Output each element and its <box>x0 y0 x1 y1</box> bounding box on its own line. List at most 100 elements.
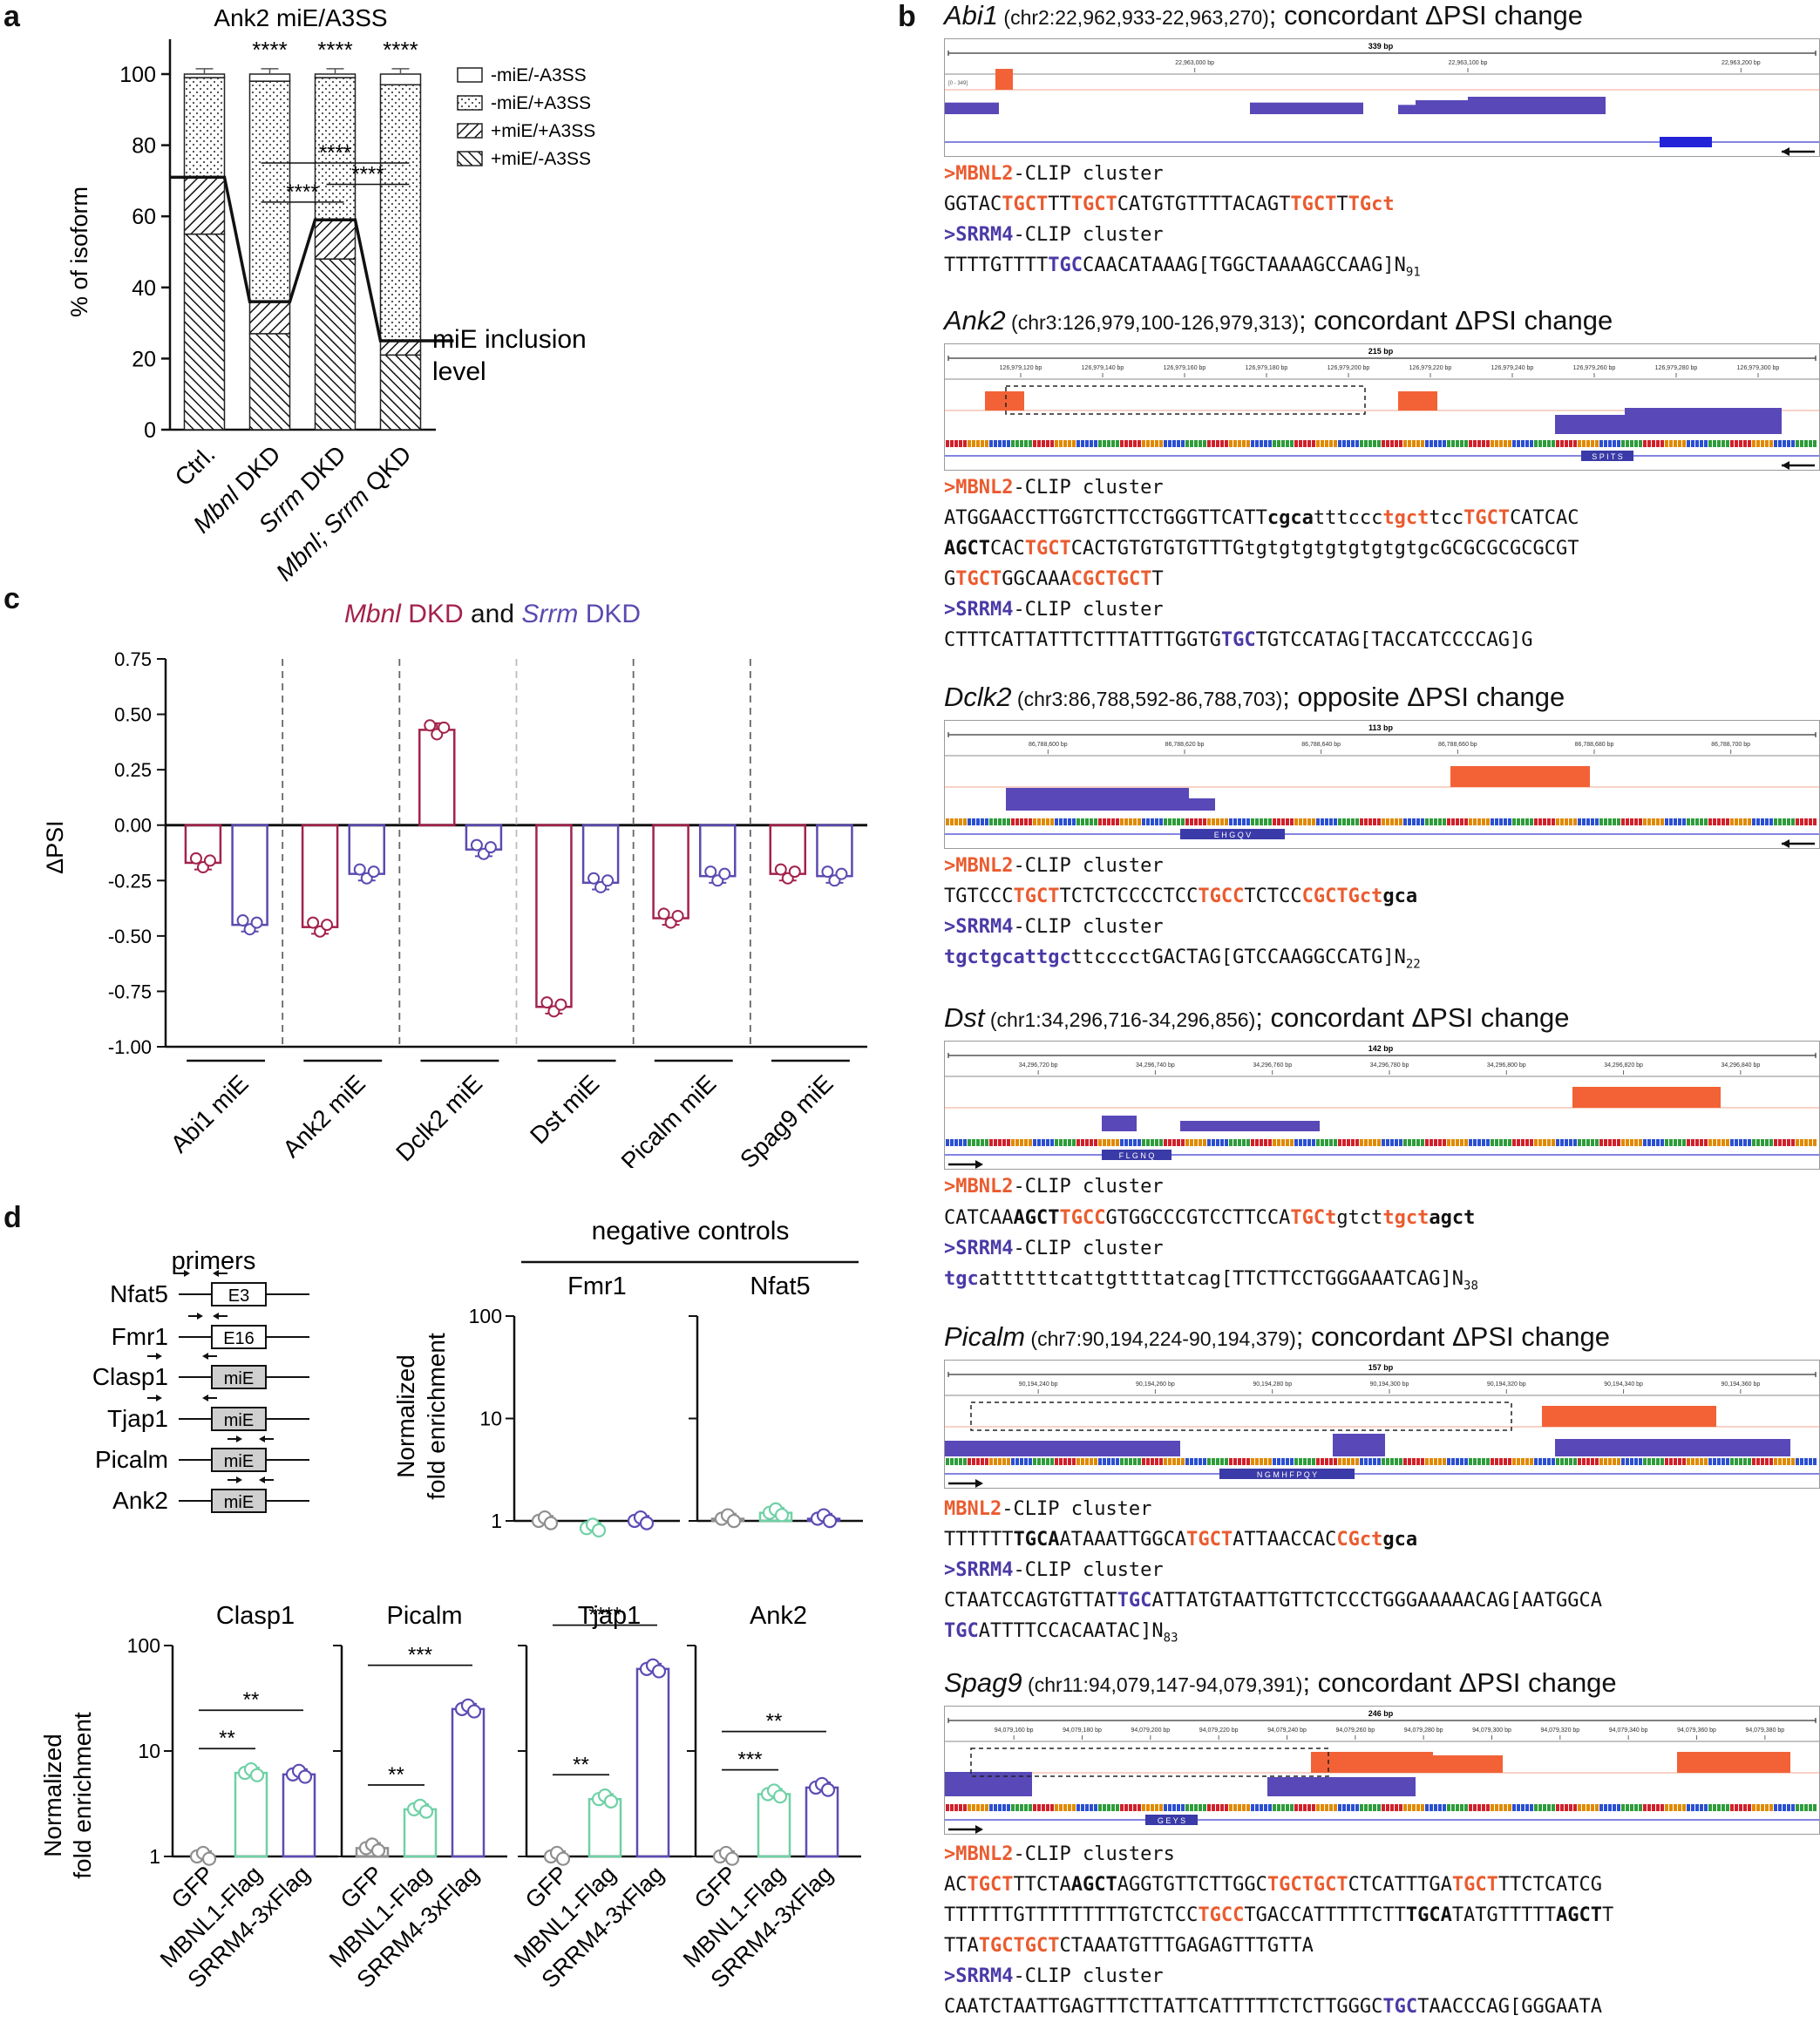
nucleotide <box>1656 818 1660 825</box>
nucleotide <box>1796 440 1799 447</box>
nucleotide <box>1382 1804 1385 1811</box>
nucleotide <box>1290 818 1294 825</box>
bar-segment--miE/+A3SS <box>248 80 291 302</box>
data-point <box>353 863 366 876</box>
ruler-tick-label: 22,963,000 bp <box>1175 60 1214 66</box>
ruler-tick-label: 126,979,240 bp <box>1491 365 1534 371</box>
legend-label: -miE/-A3SS <box>491 65 587 85</box>
legend-swatch <box>457 95 483 111</box>
abi1-mbnl-header: >MBNL2-CLIP cluster <box>944 163 1164 185</box>
nucleotide <box>1499 1458 1503 1465</box>
nucleotide <box>1129 818 1132 825</box>
nucleotide <box>1321 1804 1324 1811</box>
nucleotide <box>1569 1804 1572 1811</box>
nucleotide <box>1796 818 1799 825</box>
nucleotide <box>1726 1458 1729 1465</box>
nucleotide <box>959 1804 962 1811</box>
nucleotide <box>1124 440 1128 447</box>
nucleotide <box>1565 818 1568 825</box>
data-point <box>543 1516 559 1530</box>
bar-SRRM4-3xFlag <box>805 1786 839 1858</box>
data-point <box>788 865 801 879</box>
nucleotide <box>1015 818 1019 825</box>
data-point <box>470 838 483 852</box>
nucleotide <box>1094 440 1097 447</box>
nucleotide <box>963 1458 967 1465</box>
nucleotide <box>1255 1804 1259 1811</box>
nucleotide <box>1469 1458 1472 1465</box>
nucleotide <box>1268 818 1272 825</box>
nucleotide <box>1774 440 1777 447</box>
nucleotide <box>1761 1458 1764 1465</box>
bracket-stars: **** <box>319 141 351 165</box>
exon-label: miE <box>224 1411 254 1430</box>
nucleotide <box>1168 1804 1171 1811</box>
ank2-genome-track: 215 bp 126,979,120 bp 126,979,140 bp 126,97… <box>944 343 1820 471</box>
nucleotide <box>954 440 958 447</box>
strand-arrowhead <box>1782 147 1789 156</box>
picalm-srrm-sequence-2: TGCATTTTCCACAATAC]N83 <box>944 1620 1178 1646</box>
nucleotide <box>1652 1804 1655 1811</box>
nucleotide <box>1495 1804 1498 1811</box>
nucleotide <box>946 1804 949 1811</box>
ruler-tick-label: 90,194,340 bp <box>1604 1381 1643 1388</box>
y-axis-label: Normalized <box>392 1354 419 1478</box>
nucleotide <box>1813 1139 1817 1146</box>
bar-Mbnl DKD <box>652 824 689 920</box>
nucleotide <box>1264 1139 1267 1146</box>
nucleotide <box>1068 1139 1071 1146</box>
nucleotide <box>1543 1458 1546 1465</box>
nucleotide <box>963 1139 967 1146</box>
nucleotide <box>1382 1458 1385 1465</box>
nucleotide <box>1739 1804 1742 1811</box>
nucleotide <box>1613 818 1616 825</box>
nucleotide <box>1660 1804 1664 1811</box>
srrm4-clip-peak <box>1625 408 1782 434</box>
nucleotide <box>1491 440 1494 447</box>
chart-title: Mbnl DKD and Srrm DKD <box>344 600 641 628</box>
nucleotide <box>1325 440 1328 447</box>
nucleotide <box>1569 818 1572 825</box>
nucleotide <box>1316 440 1320 447</box>
nucleotide <box>1617 440 1620 447</box>
nucleotide <box>946 1139 949 1146</box>
nucleotide <box>1281 1458 1285 1465</box>
nucleotide <box>1321 1139 1324 1146</box>
data-point <box>201 1851 217 1866</box>
legend-label: +miE/-A3SS <box>491 149 591 169</box>
nucleotide <box>1687 818 1690 825</box>
nucleotide <box>1111 1458 1115 1465</box>
nucleotide <box>1399 440 1402 447</box>
nucleotide <box>981 1458 984 1465</box>
nucleotide <box>1704 1458 1708 1465</box>
nucleotide <box>1674 1139 1677 1146</box>
strand-arrowhead <box>975 1479 983 1488</box>
nucleotide <box>968 1139 971 1146</box>
nucleotide <box>1220 1458 1224 1465</box>
nucleotide <box>1002 1458 1006 1465</box>
bar-Srrm DKD <box>699 824 737 878</box>
nucleotide <box>1774 818 1777 825</box>
picalm-srrm-header: >SRRM4-CLIP cluster <box>944 1559 1164 1581</box>
nucleotide <box>1525 1139 1529 1146</box>
nucleotide <box>1582 818 1586 825</box>
dclk2-srrm-sequence: tgctgcattgcttcccctGACTAG[GTCCAAGGCCATG]N… <box>944 947 1421 972</box>
data-point <box>704 865 717 879</box>
nucleotide <box>1595 1139 1599 1146</box>
data-point <box>591 1523 607 1538</box>
nucleotide <box>954 1139 958 1146</box>
nucleotide <box>994 1458 997 1465</box>
nucleotide <box>1094 1804 1097 1811</box>
title-and: and <box>464 600 522 628</box>
nucleotide <box>1312 1139 1315 1146</box>
nucleotide <box>1464 440 1468 447</box>
nucleotide <box>1630 818 1633 825</box>
bar-segment--miE/-A3SS <box>379 73 422 85</box>
nucleotide <box>1608 818 1612 825</box>
nucleotide <box>1303 1804 1307 1811</box>
nucleotide <box>1151 818 1154 825</box>
nucleotide <box>1050 1804 1054 1811</box>
nucleotide <box>1682 440 1686 447</box>
nucleotide <box>1360 1458 1363 1465</box>
nucleotide <box>1543 818 1546 825</box>
